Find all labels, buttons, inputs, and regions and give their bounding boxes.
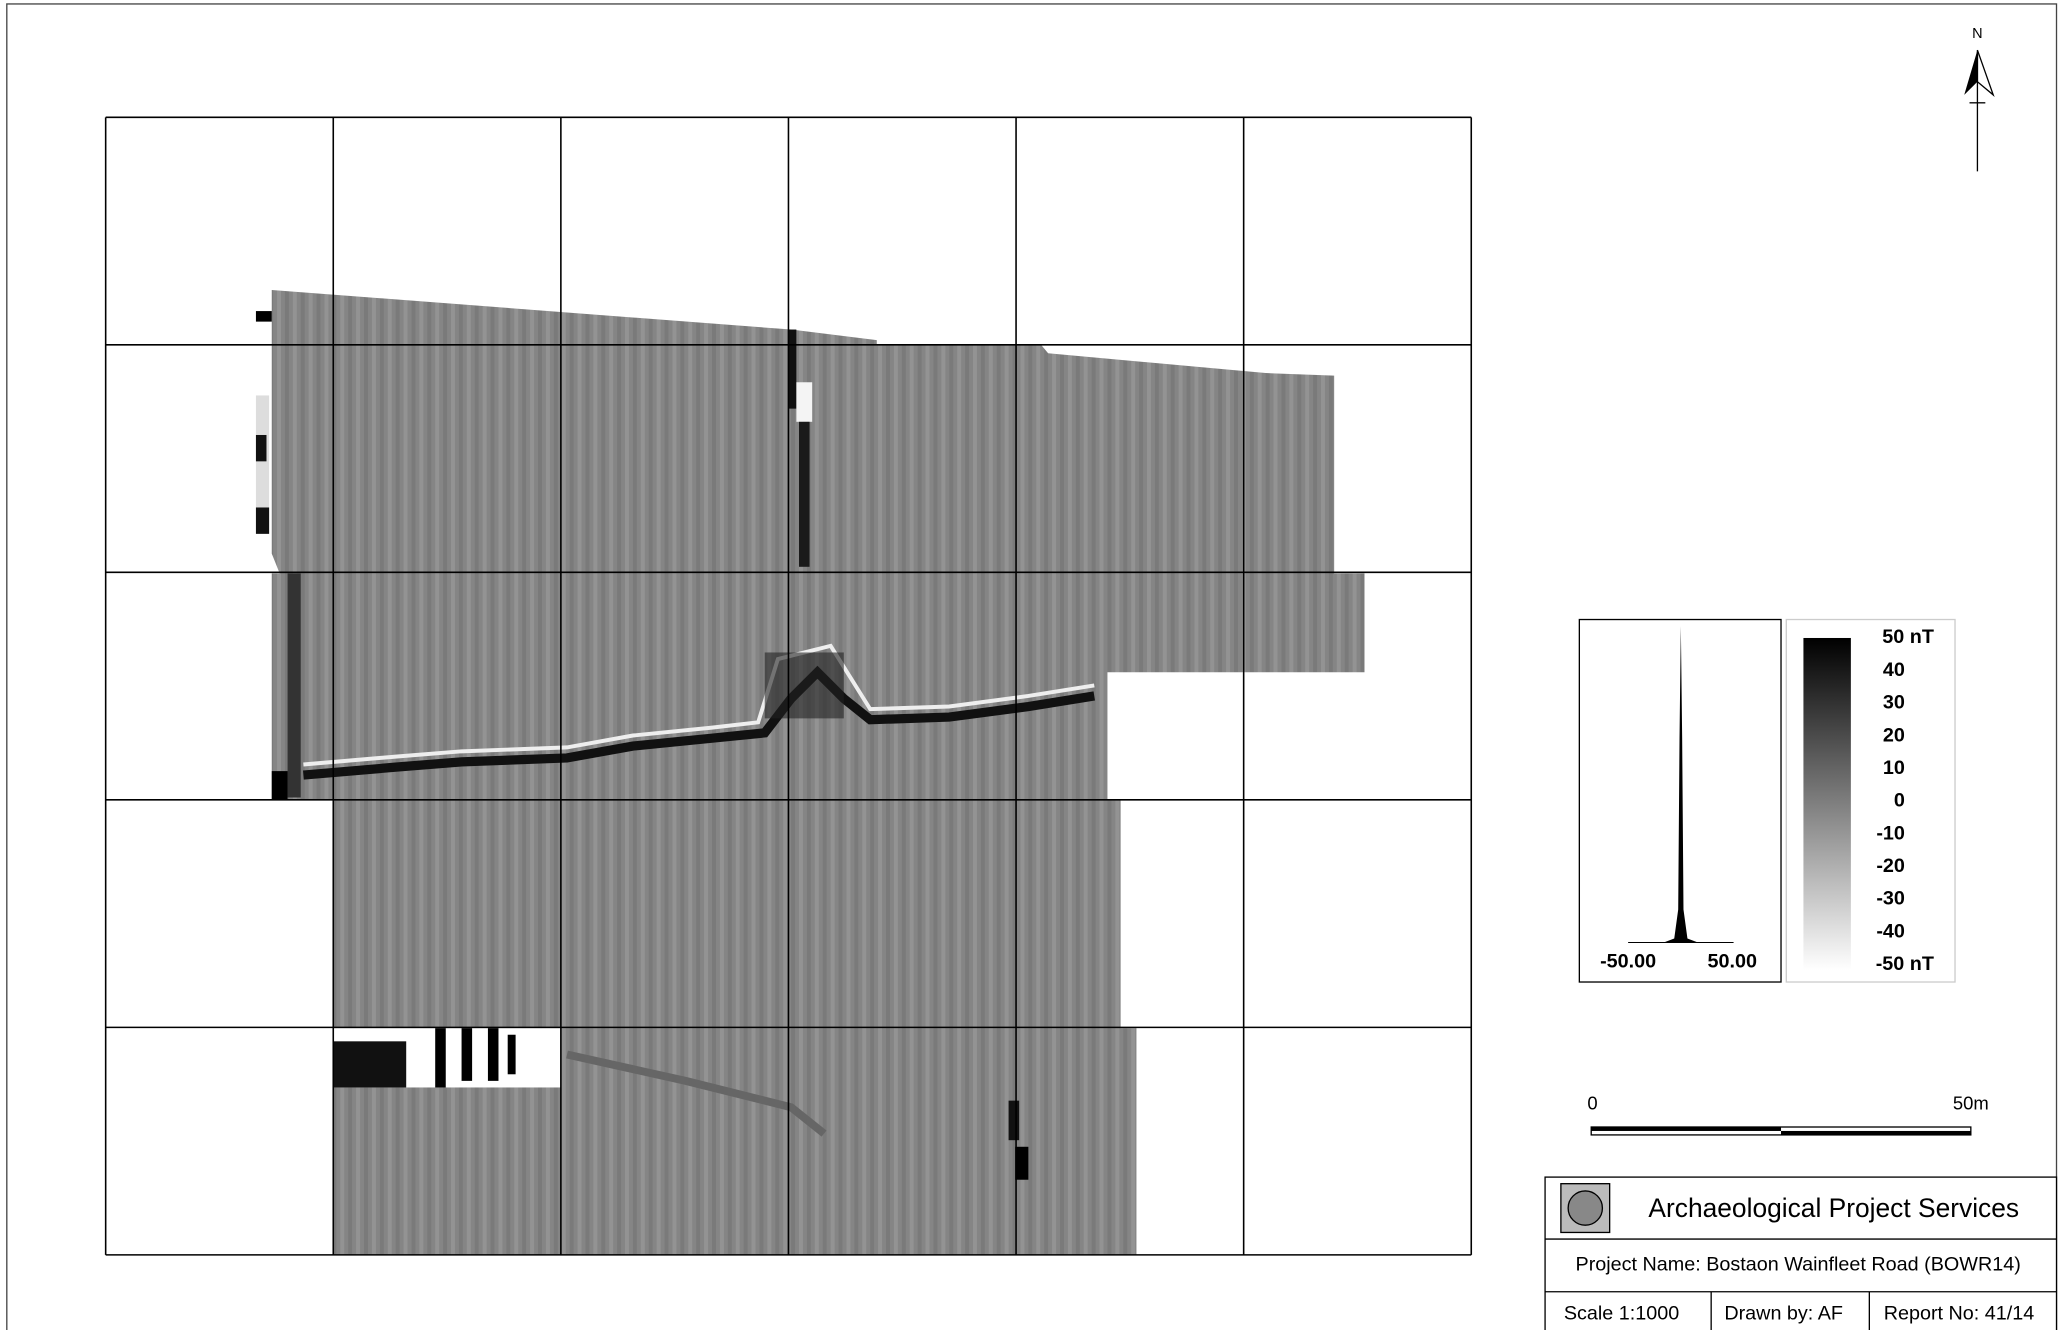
anomaly <box>256 311 272 322</box>
legend-label: 40 <box>1883 659 1905 681</box>
anomaly <box>488 1028 499 1081</box>
anomaly <box>788 330 796 409</box>
anomaly <box>1015 1147 1028 1180</box>
scale-text: Scale 1:1000 <box>1564 1302 1679 1324</box>
anomaly <box>508 1035 516 1075</box>
anomaly <box>765 652 844 718</box>
legend-label: -20 <box>1876 855 1905 877</box>
legend-label: 30 <box>1883 692 1905 714</box>
scale-end: 50m <box>1953 1092 1989 1113</box>
anomaly <box>1009 1101 1020 1141</box>
title-block: Archaeological Project Services Project … <box>1545 1177 2056 1330</box>
page: N -50.00 50.00 50 nT 40 30 20 10 0 -10 -20 -30 -4… <box>0 0 2062 1330</box>
anomaly <box>799 422 810 567</box>
anomaly <box>334 1041 406 1087</box>
drawn-by: Drawn by: AF <box>1724 1302 1843 1324</box>
legend-label: -30 <box>1876 888 1905 910</box>
anomaly <box>435 1028 446 1087</box>
north-label: N <box>1972 26 1982 42</box>
color-ramp <box>1803 638 1850 970</box>
anomaly <box>256 435 267 461</box>
histogram-max: 50.00 <box>1708 950 1757 972</box>
map-sheet: N -50.00 50.00 50 nT 40 30 20 10 0 -10 -20 -30 -4… <box>0 0 2062 1330</box>
north-arrow: N <box>1964 26 1993 171</box>
legend-label: -10 <box>1876 822 1905 844</box>
histogram-min: -50.00 <box>1600 950 1656 972</box>
legend-label: -50 nT <box>1876 953 1934 975</box>
scale-start: 0 <box>1587 1092 1597 1113</box>
legend-label: 20 <box>1883 724 1905 746</box>
legend-label: -40 <box>1876 920 1905 942</box>
survey-data <box>256 290 1365 1255</box>
legend-label: 0 <box>1894 790 1905 812</box>
survey-area <box>272 290 1365 1255</box>
anomaly <box>256 507 269 533</box>
legend: 50 nT 40 30 20 10 0 -10 -20 -30 -40 -50 nT <box>1786 620 1955 982</box>
legend-label: 10 <box>1883 757 1905 779</box>
anomaly <box>462 1028 473 1081</box>
report-no: Report No: 41/14 <box>1884 1302 2035 1324</box>
anomaly <box>796 382 812 422</box>
organisation: Archaeological Project Services <box>1648 1193 2019 1223</box>
project-name: Project Name: Bostaon Wainfleet Road (BO… <box>1576 1254 2021 1276</box>
anomaly <box>272 771 288 800</box>
histogram: -50.00 50.00 <box>1579 620 1781 982</box>
legend-label: 50 nT <box>1882 626 1934 648</box>
anomaly <box>288 573 301 797</box>
scale-bar: 0 50m <box>1587 1092 1988 1134</box>
